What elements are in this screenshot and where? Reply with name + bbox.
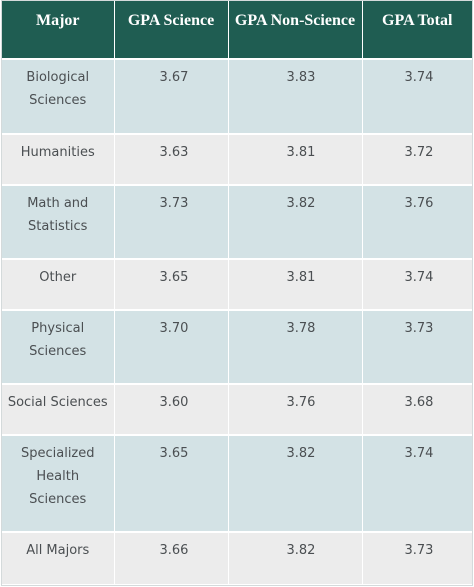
cell-major: All Majors — [2, 531, 115, 584]
cell-major: Math and Statistics — [2, 184, 115, 259]
cell-major: Specialized Health Sciences — [2, 434, 115, 532]
cell-gpa-total: 3.74 — [362, 258, 472, 310]
cell-gpa-science: 3.73 — [114, 184, 229, 259]
table-row: Math and Statistics 3.73 3.82 3.76 — [2, 184, 472, 259]
cell-gpa-total: 3.72 — [362, 133, 472, 185]
cell-gpa-non-science: 3.81 — [228, 258, 363, 310]
column-header-gpa-total: GPA Total — [362, 1, 472, 59]
cell-major: Other — [2, 258, 115, 310]
table-header-row: Major GPA Science GPA Non-Science GPA To… — [2, 1, 472, 59]
cell-gpa-total: 3.73 — [362, 309, 472, 384]
cell-gpa-non-science: 3.81 — [228, 133, 363, 185]
table-row: Humanities 3.63 3.81 3.72 — [2, 133, 472, 185]
cell-gpa-total: 3.74 — [362, 434, 472, 532]
cell-gpa-total: 3.74 — [362, 58, 472, 134]
cell-gpa-science: 3.63 — [114, 133, 229, 185]
cell-gpa-non-science: 3.82 — [228, 184, 363, 259]
cell-major: Humanities — [2, 133, 115, 185]
table-row: All Majors 3.66 3.82 3.73 — [2, 531, 472, 584]
cell-gpa-science: 3.65 — [114, 434, 229, 532]
table-row: Specialized Health Sciences 3.65 3.82 3.… — [2, 434, 472, 532]
table-row: Social Sciences 3.60 3.76 3.68 — [2, 383, 472, 435]
cell-gpa-total: 3.68 — [362, 383, 472, 435]
table-row: Other 3.65 3.81 3.74 — [2, 258, 472, 310]
column-header-major: Major — [2, 1, 115, 59]
cell-gpa-science: 3.66 — [114, 531, 229, 584]
cell-gpa-science: 3.70 — [114, 309, 229, 384]
table-row: Biological Sciences 3.67 3.83 3.74 — [2, 58, 472, 134]
cell-gpa-non-science: 3.82 — [228, 434, 363, 532]
cell-gpa-science: 3.67 — [114, 58, 229, 134]
column-header-gpa-non-science: GPA Non-Science — [228, 1, 363, 59]
cell-gpa-science: 3.60 — [114, 383, 229, 435]
cell-major: Social Sciences — [2, 383, 115, 435]
column-header-gpa-science: GPA Science — [114, 1, 229, 59]
cell-gpa-non-science: 3.78 — [228, 309, 363, 384]
cell-major: Biological Sciences — [2, 58, 115, 134]
cell-gpa-non-science: 3.83 — [228, 58, 363, 134]
cell-gpa-total: 3.76 — [362, 184, 472, 259]
cell-gpa-science: 3.65 — [114, 258, 229, 310]
cell-gpa-total: 3.73 — [362, 531, 472, 584]
cell-major: Physical Sciences — [2, 309, 115, 384]
cell-gpa-non-science: 3.76 — [228, 383, 363, 435]
cell-gpa-non-science: 3.82 — [228, 531, 363, 584]
table-row: Physical Sciences 3.70 3.78 3.73 — [2, 309, 472, 384]
